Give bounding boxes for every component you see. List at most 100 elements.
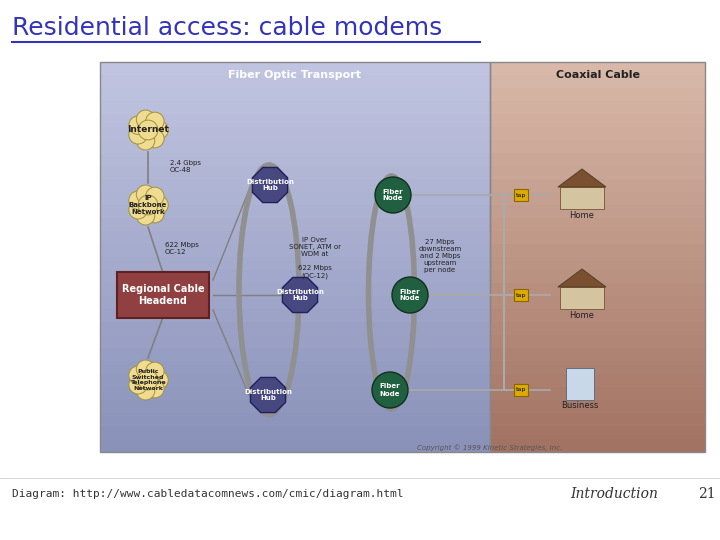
FancyBboxPatch shape [100, 166, 490, 180]
FancyBboxPatch shape [560, 287, 604, 309]
Polygon shape [558, 169, 606, 187]
Text: Copyright © 1999 Kinetic Strategies, Inc.: Copyright © 1999 Kinetic Strategies, Inc… [418, 444, 563, 451]
FancyBboxPatch shape [100, 374, 490, 388]
Text: Fiber
Node: Fiber Node [383, 188, 403, 201]
FancyBboxPatch shape [100, 231, 490, 245]
Text: Internet: Internet [127, 125, 169, 134]
FancyBboxPatch shape [490, 153, 705, 167]
Text: Home: Home [570, 310, 595, 320]
Circle shape [129, 200, 148, 219]
FancyBboxPatch shape [490, 348, 705, 362]
FancyBboxPatch shape [490, 244, 705, 258]
Text: Diagram: http://www.cabledatacomnews.com/cmic/diagram.html: Diagram: http://www.cabledatacomnews.com… [12, 489, 403, 499]
FancyBboxPatch shape [490, 88, 705, 102]
FancyBboxPatch shape [100, 309, 490, 323]
FancyBboxPatch shape [490, 179, 705, 193]
Circle shape [136, 360, 155, 379]
Circle shape [136, 110, 155, 129]
Circle shape [136, 185, 155, 204]
Circle shape [129, 116, 148, 134]
FancyBboxPatch shape [560, 187, 604, 209]
Polygon shape [282, 278, 318, 313]
Text: tap: tap [516, 293, 526, 298]
FancyBboxPatch shape [100, 413, 490, 427]
FancyBboxPatch shape [100, 62, 490, 76]
Text: Public
Switched
Telephone
Network: Public Switched Telephone Network [130, 369, 166, 391]
FancyBboxPatch shape [490, 400, 705, 414]
FancyBboxPatch shape [490, 270, 705, 284]
FancyBboxPatch shape [100, 296, 490, 310]
FancyBboxPatch shape [100, 205, 490, 219]
FancyBboxPatch shape [490, 101, 705, 115]
FancyBboxPatch shape [490, 361, 705, 375]
Polygon shape [251, 377, 286, 413]
FancyBboxPatch shape [490, 192, 705, 206]
Circle shape [392, 277, 428, 313]
Circle shape [129, 366, 148, 384]
Text: IP
Backbone
Network: IP Backbone Network [129, 195, 167, 215]
Text: 21: 21 [698, 487, 716, 501]
Circle shape [150, 121, 168, 139]
Text: Distribution
Hub: Distribution Hub [244, 388, 292, 402]
Text: 27 Mbps
downstream
and 2 Mbps
upstream
per node: 27 Mbps downstream and 2 Mbps upstream p… [418, 239, 462, 273]
FancyBboxPatch shape [490, 387, 705, 401]
FancyBboxPatch shape [100, 127, 490, 141]
FancyBboxPatch shape [490, 413, 705, 427]
FancyBboxPatch shape [100, 114, 490, 128]
Text: 622 Mbps
OC-12: 622 Mbps OC-12 [165, 241, 199, 254]
FancyBboxPatch shape [490, 426, 705, 440]
FancyBboxPatch shape [100, 348, 490, 362]
FancyBboxPatch shape [490, 309, 705, 323]
Circle shape [150, 196, 168, 214]
FancyBboxPatch shape [490, 374, 705, 388]
FancyBboxPatch shape [490, 127, 705, 141]
Text: Fiber
Node: Fiber Node [400, 288, 420, 301]
Circle shape [136, 381, 155, 400]
Polygon shape [558, 269, 606, 287]
FancyBboxPatch shape [100, 426, 490, 440]
FancyBboxPatch shape [490, 231, 705, 245]
Text: Fiber
Node: Fiber Node [379, 383, 400, 396]
FancyBboxPatch shape [100, 439, 490, 453]
FancyBboxPatch shape [490, 218, 705, 232]
Circle shape [136, 206, 155, 225]
Text: Coaxial Cable: Coaxial Cable [556, 70, 639, 80]
FancyBboxPatch shape [490, 205, 705, 219]
FancyBboxPatch shape [490, 114, 705, 128]
Text: IP Over
SONET, ATM or
WDM at

622 Mbps
(OC-12): IP Over SONET, ATM or WDM at 622 Mbps (O… [289, 237, 341, 279]
Circle shape [145, 204, 164, 223]
Text: Business: Business [562, 402, 599, 410]
FancyBboxPatch shape [566, 368, 594, 400]
Text: Introduction: Introduction [570, 487, 658, 501]
FancyBboxPatch shape [100, 75, 490, 89]
FancyBboxPatch shape [490, 140, 705, 154]
Text: Residential access: cable modems: Residential access: cable modems [12, 16, 442, 40]
Circle shape [129, 125, 148, 144]
Circle shape [138, 195, 158, 215]
Circle shape [145, 187, 164, 206]
Text: Distribution
Hub: Distribution Hub [246, 179, 294, 192]
FancyBboxPatch shape [490, 322, 705, 336]
FancyBboxPatch shape [100, 101, 490, 115]
Circle shape [138, 120, 158, 140]
FancyBboxPatch shape [514, 289, 528, 301]
FancyBboxPatch shape [490, 439, 705, 453]
FancyBboxPatch shape [100, 283, 490, 297]
FancyBboxPatch shape [100, 153, 490, 167]
Circle shape [375, 177, 411, 213]
Circle shape [145, 130, 164, 148]
FancyBboxPatch shape [100, 400, 490, 414]
Circle shape [136, 131, 155, 150]
Text: tap: tap [516, 192, 526, 198]
Text: Home: Home [570, 211, 595, 219]
FancyBboxPatch shape [100, 335, 490, 349]
Text: 2.4 Gbps
OC-48: 2.4 Gbps OC-48 [170, 159, 201, 172]
FancyBboxPatch shape [117, 272, 209, 318]
Text: Regional Cable
Headend: Regional Cable Headend [122, 284, 204, 306]
FancyBboxPatch shape [100, 270, 490, 284]
FancyBboxPatch shape [100, 257, 490, 271]
FancyBboxPatch shape [100, 387, 490, 401]
FancyBboxPatch shape [490, 75, 705, 89]
FancyBboxPatch shape [100, 361, 490, 375]
FancyBboxPatch shape [490, 257, 705, 271]
